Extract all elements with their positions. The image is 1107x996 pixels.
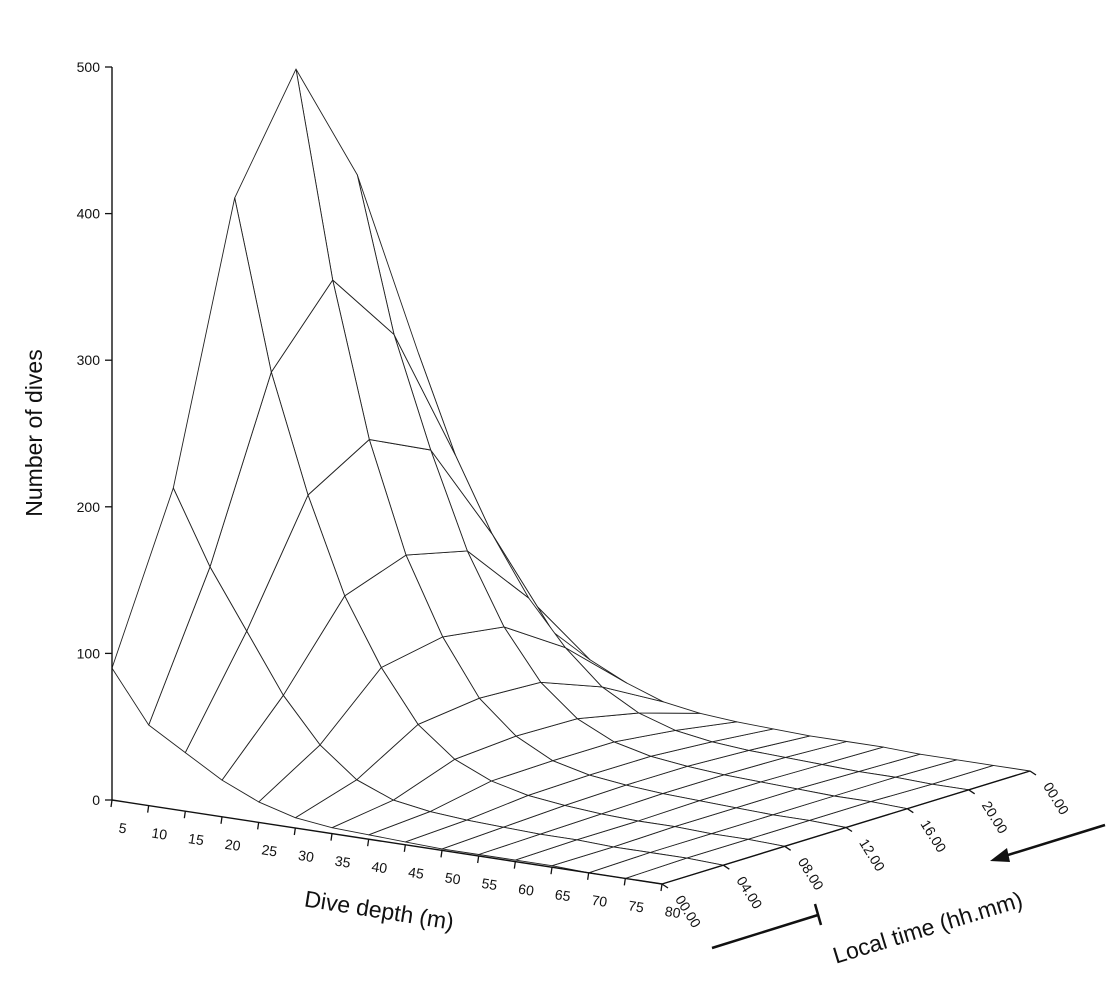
time-tick [661,883,669,889]
time-tick [906,808,914,814]
depth-tick-label: 70 [591,892,609,910]
count-tick-label: 200 [77,499,101,515]
surface-mesh [111,68,1031,885]
time-tick [845,826,853,833]
depth-tick [440,850,443,858]
count-tick-label: 100 [77,645,101,661]
depth-tick-label: 20 [224,836,242,854]
depth-tick [513,861,516,869]
count-axis-title: Number of dives [21,349,47,516]
depth-tick-label: 15 [187,830,205,848]
time-direction-arrow-right [994,823,1106,861]
surface-cell [111,487,211,726]
depth-tick [293,827,296,836]
time-tick-label: 20.00 [979,798,1011,836]
depth-tick-label: 5 [118,820,128,837]
depth-tick [587,872,590,880]
depth-tick [183,811,186,819]
time-tick [784,845,792,851]
depth-tick [110,799,113,808]
depth-tick-label: 75 [627,897,645,915]
time-tick [722,864,730,870]
count-tick-label: 400 [77,206,101,222]
depth-tick-label: 40 [371,858,389,876]
time-direction-arrowhead [990,848,1010,862]
time-tick-label: 16.00 [918,817,950,855]
time-tick [1029,770,1037,776]
depth-tick-label: 45 [407,864,425,882]
depth-tick [660,883,663,892]
time-tick [968,789,976,795]
time-tick-label: 04.00 [734,873,766,911]
time-tick-label: 00.00 [1040,779,1072,817]
time-axis-title: Local time (hh.mm) [830,886,1026,968]
depth-tick-label: 55 [481,875,499,893]
depth-tick [147,805,150,813]
depth-axis-title: Dive depth (m) [303,885,456,934]
time-direction-arrow-left [711,913,819,950]
depth-tick-label: 25 [261,841,279,859]
depth-tick [330,833,333,841]
depth-tick-label: 65 [554,886,572,904]
depth-tick-label: 80 [664,903,682,921]
depth-tick-label: 35 [334,853,352,871]
depth-tick [477,855,480,864]
depth-tick-label: 10 [151,825,169,843]
axis-ticks [105,66,1037,892]
count-tick-label: 0 [92,792,100,808]
depth-axis-line [111,799,663,885]
count-tick-label: 300 [77,352,101,368]
time-tick-label: 08.00 [795,855,827,893]
depth-tick [550,867,553,875]
time-tick-label: 12.00 [856,836,888,874]
count-tick-label: 500 [77,59,101,75]
depth-tick-label: 60 [517,881,535,899]
depth-tick-label: 30 [297,847,315,865]
depth-tick [403,844,406,852]
depth-tick [623,878,626,886]
depth-tick-label: 50 [444,869,462,887]
depth-tick [257,822,260,830]
time-direction-arrow-left-cap [813,903,823,926]
depth-tick [220,816,223,824]
depth-tick [367,839,370,847]
